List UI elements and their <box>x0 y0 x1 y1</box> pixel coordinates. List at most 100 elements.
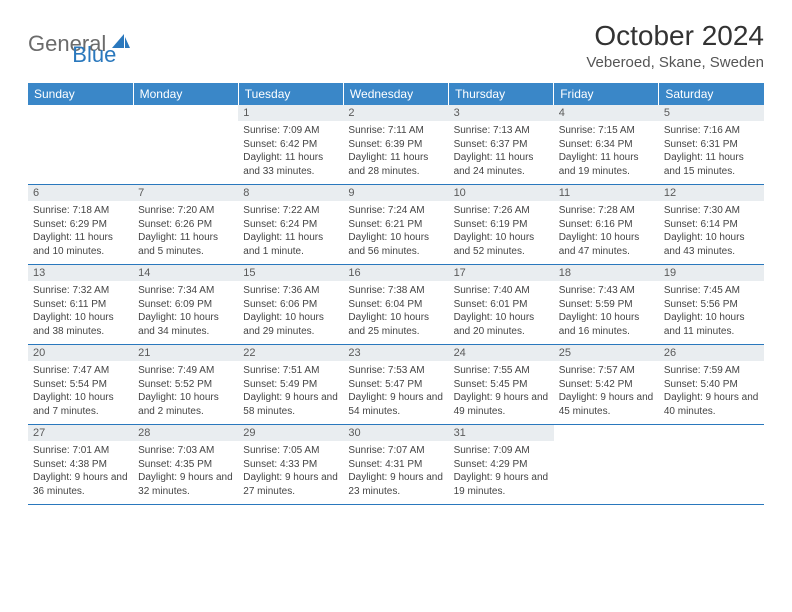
calendar-cell: 26Sunrise: 7:59 AMSunset: 5:40 PMDayligh… <box>659 345 764 425</box>
day-line: Sunset: 6:31 PM <box>664 138 759 152</box>
weekday-header: Tuesday <box>238 83 343 105</box>
day-number: 11 <box>554 185 659 201</box>
calendar-row: 27Sunrise: 7:01 AMSunset: 4:38 PMDayligh… <box>28 425 764 505</box>
day-line: Daylight: 11 hours and 33 minutes. <box>243 151 338 178</box>
calendar-cell: 29Sunrise: 7:05 AMSunset: 4:33 PMDayligh… <box>238 425 343 505</box>
day-line: Daylight: 10 hours and 29 minutes. <box>243 311 338 338</box>
day-content: Sunrise: 7:49 AMSunset: 5:52 PMDaylight:… <box>133 361 238 424</box>
calendar-cell: 17Sunrise: 7:40 AMSunset: 6:01 PMDayligh… <box>449 265 554 345</box>
day-number: 29 <box>238 425 343 441</box>
day-line: Sunrise: 7:30 AM <box>664 204 759 218</box>
day-line: Sunset: 6:21 PM <box>348 218 443 232</box>
day-line: Sunrise: 7:24 AM <box>348 204 443 218</box>
day-number: 3 <box>449 105 554 121</box>
day-content: Sunrise: 7:26 AMSunset: 6:19 PMDaylight:… <box>449 201 554 264</box>
day-line: Sunset: 4:31 PM <box>348 458 443 472</box>
day-line: Daylight: 10 hours and 16 minutes. <box>559 311 654 338</box>
location: Veberoed, Skane, Sweden <box>586 54 764 71</box>
day-line: Sunset: 5:56 PM <box>664 298 759 312</box>
calendar-cell: . <box>659 425 764 505</box>
day-line: Daylight: 9 hours and 45 minutes. <box>559 391 654 418</box>
calendar-cell: 11Sunrise: 7:28 AMSunset: 6:16 PMDayligh… <box>554 185 659 265</box>
day-line: Sunset: 6:24 PM <box>243 218 338 232</box>
calendar-cell: 25Sunrise: 7:57 AMSunset: 5:42 PMDayligh… <box>554 345 659 425</box>
calendar-cell: 13Sunrise: 7:32 AMSunset: 6:11 PMDayligh… <box>28 265 133 345</box>
day-content: Sunrise: 7:30 AMSunset: 6:14 PMDaylight:… <box>659 201 764 264</box>
day-number: 10 <box>449 185 554 201</box>
calendar-cell: 1Sunrise: 7:09 AMSunset: 6:42 PMDaylight… <box>238 105 343 185</box>
header: General Blue October 2024 Veberoed, Skan… <box>28 20 764 71</box>
day-line: Daylight: 9 hours and 36 minutes. <box>33 471 128 498</box>
day-line: Sunrise: 7:26 AM <box>454 204 549 218</box>
day-content: Sunrise: 7:51 AMSunset: 5:49 PMDaylight:… <box>238 361 343 424</box>
calendar-cell: 14Sunrise: 7:34 AMSunset: 6:09 PMDayligh… <box>133 265 238 345</box>
day-content: Sunrise: 7:13 AMSunset: 6:37 PMDaylight:… <box>449 121 554 184</box>
day-content: Sunrise: 7:24 AMSunset: 6:21 PMDaylight:… <box>343 201 448 264</box>
calendar-cell: 12Sunrise: 7:30 AMSunset: 6:14 PMDayligh… <box>659 185 764 265</box>
day-content: Sunrise: 7:16 AMSunset: 6:31 PMDaylight:… <box>659 121 764 184</box>
day-line: Sunset: 5:47 PM <box>348 378 443 392</box>
day-number: 23 <box>343 345 448 361</box>
day-line: Daylight: 10 hours and 20 minutes. <box>454 311 549 338</box>
day-line: Sunset: 4:33 PM <box>243 458 338 472</box>
calendar-cell: 22Sunrise: 7:51 AMSunset: 5:49 PMDayligh… <box>238 345 343 425</box>
day-number: 27 <box>28 425 133 441</box>
day-number: 5 <box>659 105 764 121</box>
calendar-cell: 10Sunrise: 7:26 AMSunset: 6:19 PMDayligh… <box>449 185 554 265</box>
day-line: Sunset: 6:42 PM <box>243 138 338 152</box>
calendar-cell: 3Sunrise: 7:13 AMSunset: 6:37 PMDaylight… <box>449 105 554 185</box>
calendar-cell: 28Sunrise: 7:03 AMSunset: 4:35 PMDayligh… <box>133 425 238 505</box>
day-line: Sunset: 4:38 PM <box>33 458 128 472</box>
day-line: Sunrise: 7:07 AM <box>348 444 443 458</box>
calendar-cell: . <box>28 105 133 185</box>
calendar-cell: . <box>554 425 659 505</box>
day-content: Sunrise: 7:40 AMSunset: 6:01 PMDaylight:… <box>449 281 554 344</box>
calendar-cell: 16Sunrise: 7:38 AMSunset: 6:04 PMDayligh… <box>343 265 448 345</box>
day-number: 19 <box>659 265 764 281</box>
calendar-cell: 4Sunrise: 7:15 AMSunset: 6:34 PMDaylight… <box>554 105 659 185</box>
day-line: Sunrise: 7:11 AM <box>348 124 443 138</box>
day-number: 16 <box>343 265 448 281</box>
calendar-row: 6Sunrise: 7:18 AMSunset: 6:29 PMDaylight… <box>28 185 764 265</box>
day-line: Sunset: 6:34 PM <box>559 138 654 152</box>
weekday-header: Thursday <box>449 83 554 105</box>
day-number: 17 <box>449 265 554 281</box>
day-line: Daylight: 9 hours and 40 minutes. <box>664 391 759 418</box>
day-line: Daylight: 11 hours and 24 minutes. <box>454 151 549 178</box>
day-line: Sunset: 6:19 PM <box>454 218 549 232</box>
day-line: Daylight: 10 hours and 52 minutes. <box>454 231 549 258</box>
day-content: Sunrise: 7:28 AMSunset: 6:16 PMDaylight:… <box>554 201 659 264</box>
weekday-header: Saturday <box>659 83 764 105</box>
day-number: 9 <box>343 185 448 201</box>
day-number: 28 <box>133 425 238 441</box>
day-number: 25 <box>554 345 659 361</box>
day-line: Sunrise: 7:43 AM <box>559 284 654 298</box>
day-line: Daylight: 9 hours and 54 minutes. <box>348 391 443 418</box>
day-content: Sunrise: 7:32 AMSunset: 6:11 PMDaylight:… <box>28 281 133 344</box>
day-content: Sunrise: 7:09 AMSunset: 6:42 PMDaylight:… <box>238 121 343 184</box>
calendar-cell: 9Sunrise: 7:24 AMSunset: 6:21 PMDaylight… <box>343 185 448 265</box>
day-line: Sunrise: 7:34 AM <box>138 284 233 298</box>
day-number: 14 <box>133 265 238 281</box>
day-line: Daylight: 10 hours and 47 minutes. <box>559 231 654 258</box>
day-content: Sunrise: 7:55 AMSunset: 5:45 PMDaylight:… <box>449 361 554 424</box>
logo-text-blue: Blue <box>72 42 116 68</box>
day-line: Sunrise: 7:09 AM <box>243 124 338 138</box>
day-line: Daylight: 9 hours and 58 minutes. <box>243 391 338 418</box>
day-line: Daylight: 11 hours and 10 minutes. <box>33 231 128 258</box>
day-line: Daylight: 11 hours and 5 minutes. <box>138 231 233 258</box>
day-line: Sunrise: 7:45 AM <box>664 284 759 298</box>
day-number: 13 <box>28 265 133 281</box>
day-line: Sunrise: 7:51 AM <box>243 364 338 378</box>
calendar-body: ..1Sunrise: 7:09 AMSunset: 6:42 PMDaylig… <box>28 105 764 505</box>
day-line: Sunrise: 7:47 AM <box>33 364 128 378</box>
calendar-cell: 5Sunrise: 7:16 AMSunset: 6:31 PMDaylight… <box>659 105 764 185</box>
page-title: October 2024 <box>586 20 764 52</box>
day-number: 31 <box>449 425 554 441</box>
day-number: 1 <box>238 105 343 121</box>
day-line: Sunrise: 7:05 AM <box>243 444 338 458</box>
title-block: October 2024 Veberoed, Skane, Sweden <box>586 20 764 71</box>
day-content: Sunrise: 7:11 AMSunset: 6:39 PMDaylight:… <box>343 121 448 184</box>
day-line: Daylight: 10 hours and 2 minutes. <box>138 391 233 418</box>
day-number: 30 <box>343 425 448 441</box>
